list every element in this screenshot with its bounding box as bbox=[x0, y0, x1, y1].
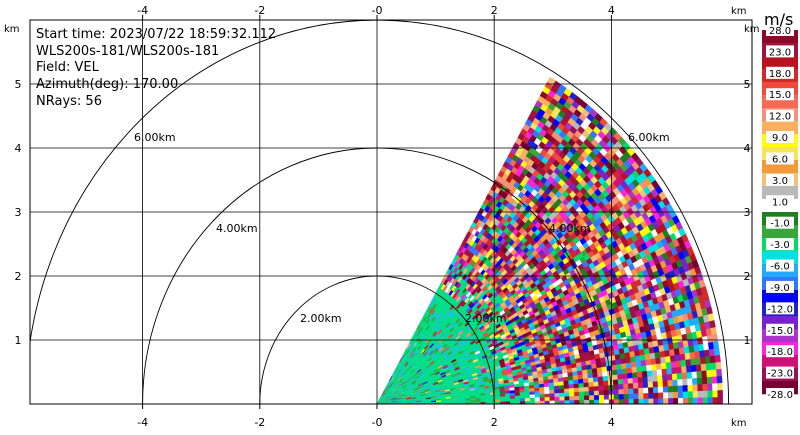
y-tick-label-right: 2 bbox=[744, 270, 751, 283]
range-ring-label: 4.00km bbox=[216, 222, 258, 235]
y-tick-label-left: 1 bbox=[15, 334, 22, 347]
colorbar-tick-label: 1.0 bbox=[772, 197, 788, 208]
y-tick-label-left: 2 bbox=[15, 270, 22, 283]
colorbar-tick-label: -28.0 bbox=[767, 390, 793, 401]
colorbar-swatch bbox=[762, 121, 798, 135]
colorbar-tick-label: -18.0 bbox=[767, 347, 793, 358]
y-tick-label-left: 4 bbox=[15, 142, 22, 155]
x-tick-label-bottom: 4 bbox=[608, 416, 615, 429]
x-tick-label-top: 2 bbox=[491, 4, 498, 17]
x-tick-label-top: -0 bbox=[372, 4, 383, 17]
range-ring bbox=[142, 147, 612, 404]
axis-unit-label: km bbox=[731, 418, 747, 429]
x-tick-label-bottom: -4 bbox=[137, 416, 148, 429]
colorbar: 28.0 23.0 18.0 15.0 12.0 9.0 6.0 3.0 1.0 -1.0 -3.0… bbox=[762, 24, 798, 401]
y-tick-label-left: 3 bbox=[15, 206, 22, 219]
y-tick-label-right: 3 bbox=[744, 206, 751, 219]
range-ring bbox=[259, 275, 495, 404]
colorbar-tick-label: 6.0 bbox=[772, 154, 788, 165]
velocity-field bbox=[376, 76, 723, 404]
colorbar-unit-label: m/s bbox=[764, 10, 794, 29]
range-ring-label: 6.00km bbox=[628, 131, 670, 144]
axis-unit-label: km bbox=[744, 24, 760, 35]
colorbar-tick-label: -9.0 bbox=[770, 283, 790, 294]
range-rings bbox=[30, 20, 730, 404]
range-ring-label: 6.00km bbox=[134, 131, 176, 144]
grid-lines bbox=[30, 20, 752, 404]
y-tick-label-right: 5 bbox=[744, 78, 751, 91]
colorbar-tick-label: 15.0 bbox=[769, 90, 791, 101]
colorbar-tick-label: -15.0 bbox=[767, 326, 793, 337]
colorbar-swatch bbox=[762, 56, 798, 70]
colorbar-tick-label: -3.0 bbox=[770, 240, 790, 251]
y-tick-label-right: 1 bbox=[744, 334, 751, 347]
y-tick-label-left: 5 bbox=[15, 78, 22, 91]
colorbar-tick-label: 3.0 bbox=[772, 176, 788, 187]
axis-unit-label: km bbox=[731, 6, 747, 17]
x-tick-label-bottom: -0 bbox=[372, 416, 383, 429]
y-tick-labels: 1 1 2 2 3 3 4 4 5 5 bbox=[15, 78, 751, 347]
colorbar-swatch bbox=[762, 290, 798, 304]
x-tick-label-top: -2 bbox=[254, 4, 265, 17]
colorbar-tick-label: -6.0 bbox=[770, 262, 790, 273]
x-tick-label-top: 4 bbox=[608, 4, 615, 17]
start-time-text: Start time: 2023/07/22 18:59:32.112 bbox=[36, 27, 277, 42]
colorbar-tick-label: -1.0 bbox=[770, 219, 790, 230]
axis-unit-label: km bbox=[4, 24, 20, 35]
x-tick-labels: -4 -4 -2 -2 -0 -0 2 2 4 4 bbox=[137, 4, 615, 429]
colorbar-tick-label: 18.0 bbox=[769, 69, 791, 80]
range-ring-label: 2.00km bbox=[300, 312, 342, 325]
range-ring-label: 4.00km bbox=[549, 222, 591, 235]
colorbar-tick-label: -12.0 bbox=[767, 304, 793, 315]
nrays-text: NRays: 56 bbox=[36, 94, 102, 109]
plot-frame bbox=[29, 19, 753, 405]
colorbar-tick-label: 23.0 bbox=[769, 47, 791, 58]
instrument-text: WLS200s-181/WLS200s-181 bbox=[36, 44, 220, 59]
colorbar-swatch bbox=[762, 355, 798, 369]
y-tick-label-right: 4 bbox=[744, 142, 751, 155]
colorbar-tick-label: 28.0 bbox=[769, 26, 791, 37]
x-tick-label-bottom: 2 bbox=[491, 416, 498, 429]
field-text: Field: VEL bbox=[36, 60, 99, 75]
colorbar-tick-label: -23.0 bbox=[767, 369, 793, 380]
x-tick-label-bottom: -2 bbox=[254, 416, 265, 429]
x-tick-label-top: -4 bbox=[137, 4, 148, 17]
range-ring bbox=[30, 20, 730, 404]
colorbar-tick-label: 12.0 bbox=[769, 112, 791, 123]
colorbar-tick-label: 9.0 bbox=[772, 133, 788, 144]
range-ring-label: 2.00km bbox=[465, 312, 507, 325]
azimuth-text: Azimuth(deg): 170.00 bbox=[36, 77, 179, 92]
